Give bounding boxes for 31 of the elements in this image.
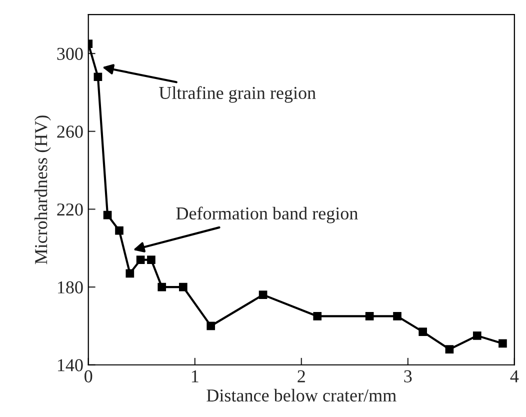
point <box>94 72 102 82</box>
point <box>418 328 427 336</box>
x-tick-label: 4 <box>510 370 519 382</box>
point <box>206 322 216 330</box>
point <box>126 269 134 278</box>
y-tick-label: 220 <box>57 203 83 216</box>
x-tick-label: 1 <box>192 370 198 382</box>
point <box>313 312 322 320</box>
point <box>445 345 454 354</box>
y-tick-label: 140 <box>58 359 83 372</box>
y-tick-label: 260 <box>57 126 83 138</box>
y-tick-label: 300 <box>57 48 83 60</box>
point <box>498 339 507 348</box>
point <box>103 210 112 220</box>
annotation: Deformation band region <box>176 206 358 224</box>
y-axis-title: Microhardness (HV) <box>34 116 51 264</box>
point <box>472 332 482 340</box>
y-tick-label: 180 <box>58 281 83 294</box>
x-tick-label: 2 <box>298 370 305 382</box>
annotation: Ultrafine grain region <box>159 86 316 103</box>
point <box>179 282 188 292</box>
x-tick-label: 3 <box>404 370 412 382</box>
point <box>393 312 402 320</box>
point <box>158 282 166 292</box>
point <box>365 312 374 320</box>
x-axis-title: Distance below crater/mm <box>206 388 396 402</box>
x-tick-label: 0 <box>84 370 92 382</box>
point <box>258 290 268 299</box>
point <box>115 226 124 235</box>
point <box>136 256 145 264</box>
point <box>147 256 156 264</box>
